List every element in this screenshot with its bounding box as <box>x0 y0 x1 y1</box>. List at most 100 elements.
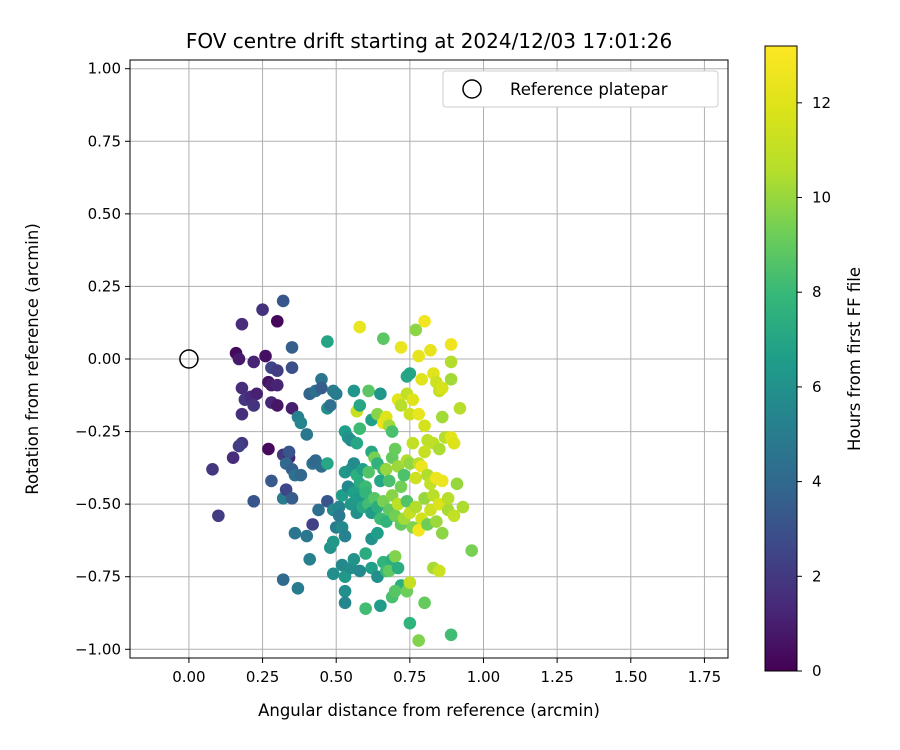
x-tick-label: 0.75 <box>393 668 426 686</box>
data-point <box>324 399 337 412</box>
y-tick-label: −0.75 <box>75 568 121 586</box>
data-point <box>332 509 346 523</box>
colorbar-tick-label: 4 <box>812 473 822 491</box>
data-point <box>285 361 299 375</box>
data-point <box>259 349 272 363</box>
data-point <box>418 314 431 328</box>
data-point <box>412 407 425 421</box>
y-tick-label: −1.00 <box>75 640 121 658</box>
y-tick-label: 0.50 <box>88 205 121 223</box>
data-point <box>444 373 458 386</box>
data-point <box>362 465 375 479</box>
data-point <box>424 343 437 357</box>
data-point <box>418 419 431 433</box>
data-point <box>444 628 458 642</box>
data-point <box>465 544 479 557</box>
data-point <box>338 596 352 610</box>
data-point <box>326 535 340 549</box>
colorbar-tick-label: 6 <box>812 378 822 396</box>
data-point <box>288 526 302 540</box>
data-point <box>329 387 343 401</box>
data-point <box>282 445 296 459</box>
y-tick-label: 0.75 <box>88 132 121 150</box>
data-point <box>409 500 423 514</box>
data-point <box>332 500 346 514</box>
data-point <box>415 373 428 386</box>
data-point <box>256 303 269 316</box>
data-point <box>379 463 393 476</box>
legend: Reference platepar <box>442 70 719 108</box>
data-point <box>312 503 325 517</box>
data-point <box>362 384 375 398</box>
data-point <box>303 553 316 566</box>
data-point <box>374 387 387 401</box>
data-point <box>453 402 467 415</box>
data-point <box>315 373 328 386</box>
data-point <box>247 355 261 369</box>
data-point <box>235 317 249 331</box>
x-axis-label: Angular distance from reference (arcmin) <box>258 701 600 720</box>
data-point <box>247 494 261 508</box>
y-tick-label: −0.25 <box>75 423 121 441</box>
colorbar: 0 2 4 6 8 10 12 Hours from first FF file <box>764 45 864 680</box>
colorbar-tick-label: 0 <box>812 662 822 680</box>
data-point <box>321 457 334 470</box>
data-point <box>403 576 417 589</box>
data-point <box>435 381 449 395</box>
data-point <box>403 616 417 630</box>
legend-box <box>442 70 719 108</box>
data-point <box>270 399 284 412</box>
legend-entry-label: Reference platepar <box>510 80 668 99</box>
data-point <box>441 492 455 505</box>
data-point <box>359 547 372 560</box>
y-tick-label: 1.00 <box>88 60 121 78</box>
data-point <box>456 500 470 514</box>
data-point <box>377 332 390 345</box>
data-point <box>276 573 290 586</box>
data-point <box>353 399 367 412</box>
data-point <box>326 567 340 581</box>
data-point <box>276 294 290 308</box>
y-axis-ticks: 1.00 0.75 0.50 0.25 0.00 −0.25 −0.50 −0.75 −1.00 <box>75 60 130 658</box>
data-point <box>394 399 408 412</box>
data-point <box>444 355 458 369</box>
data-point <box>212 509 225 523</box>
data-point <box>412 349 425 363</box>
data-point <box>353 320 367 334</box>
data-point <box>394 341 408 354</box>
data-point <box>262 442 275 456</box>
data-point <box>388 550 402 563</box>
data-point <box>447 436 461 450</box>
colorbar-tick-label: 8 <box>812 283 822 301</box>
colorbar-tick-label: 12 <box>812 94 831 112</box>
y-tick-label: 0.25 <box>88 277 121 295</box>
data-point <box>444 338 458 351</box>
data-point <box>300 428 314 441</box>
x-tick-label: 0.50 <box>320 668 353 686</box>
data-point <box>430 515 443 528</box>
colorbar-tick-label: 2 <box>812 567 822 585</box>
data-point <box>353 422 367 435</box>
data-point <box>247 399 261 412</box>
data-point <box>388 442 402 456</box>
data-point <box>294 416 308 430</box>
data-point <box>409 323 423 337</box>
data-point <box>347 384 361 398</box>
data-point <box>450 477 464 491</box>
data-point <box>321 335 334 348</box>
data-point <box>306 518 319 531</box>
data-point <box>409 471 423 485</box>
data-point <box>391 561 405 575</box>
data-point <box>397 468 411 482</box>
data-point <box>403 457 417 470</box>
data-point <box>315 381 328 395</box>
colorbar-label: Hours from first FF file <box>845 267 864 451</box>
data-point <box>359 602 372 615</box>
data-point <box>226 451 240 464</box>
data-point <box>232 439 246 453</box>
data-point <box>382 474 396 488</box>
chart-title: FOV centre drift starting at 2024/12/03 … <box>186 29 672 53</box>
data-point <box>250 387 263 401</box>
data-point <box>294 468 308 482</box>
